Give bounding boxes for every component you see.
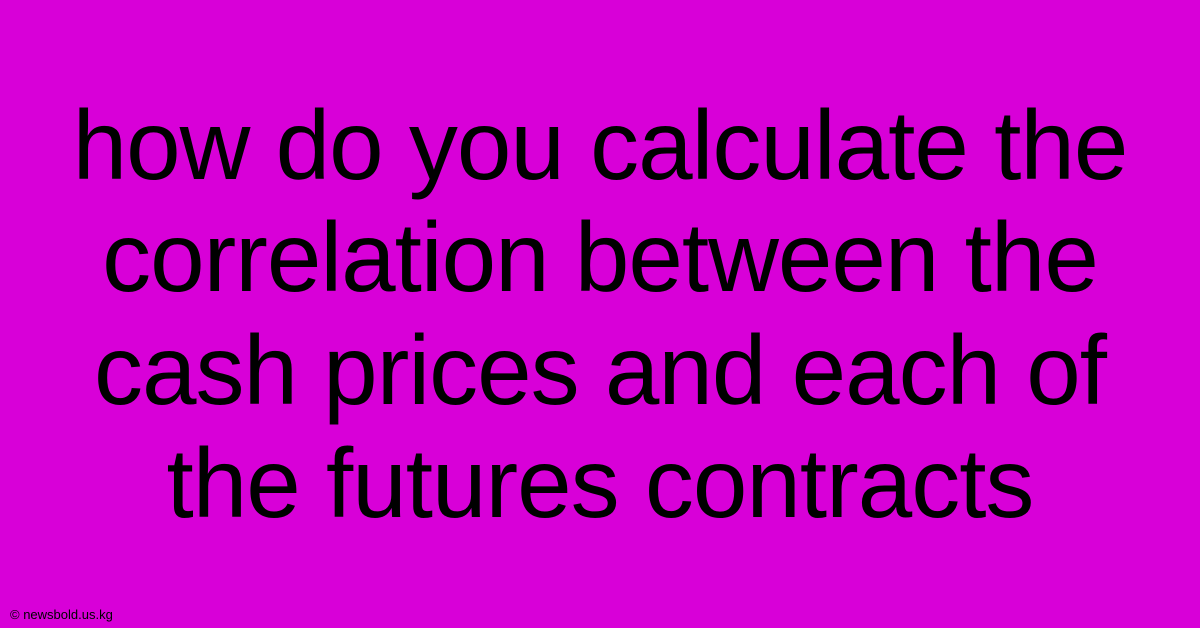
copyright-text: © newsbold.us.kg [10, 607, 113, 622]
main-text-container: how do you calculate the correlation bet… [0, 0, 1200, 628]
main-text: how do you calculate the correlation bet… [48, 89, 1152, 540]
